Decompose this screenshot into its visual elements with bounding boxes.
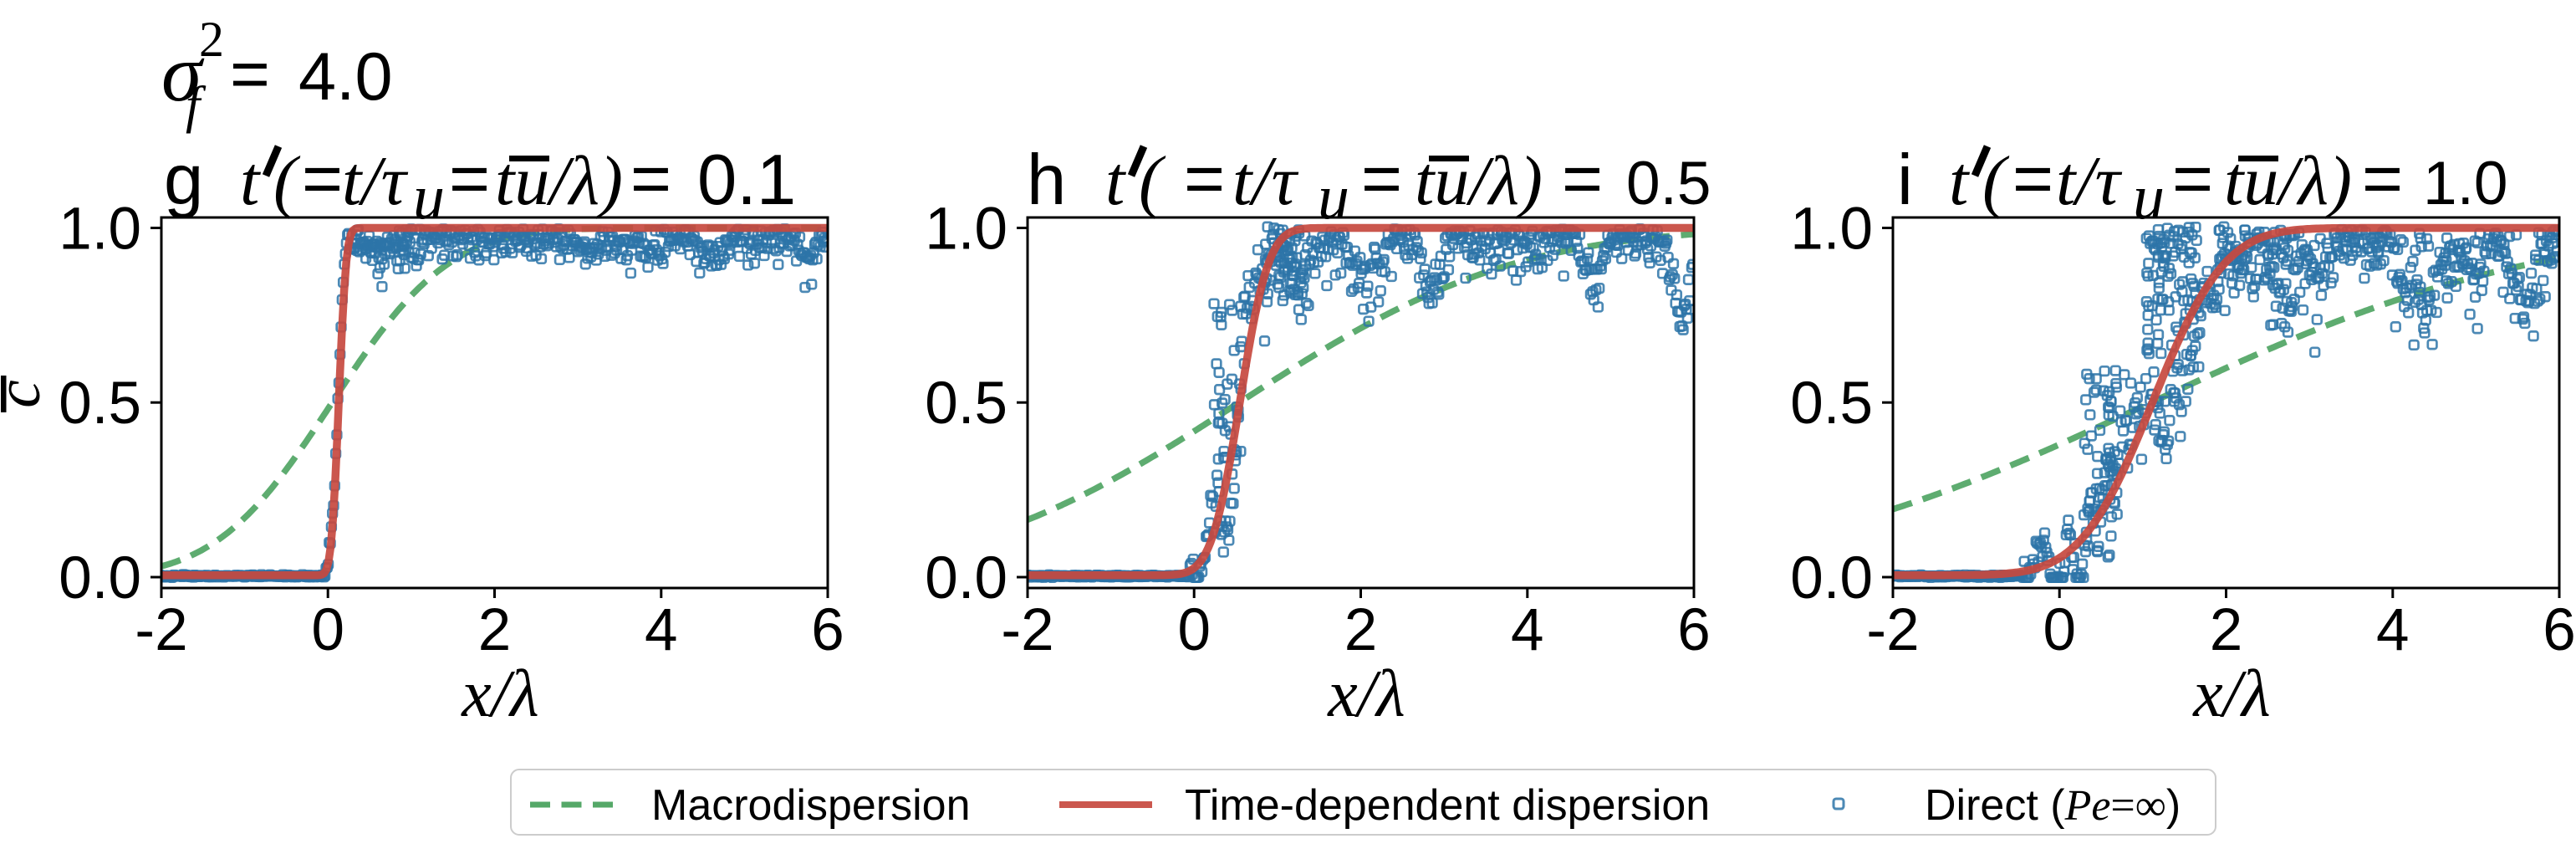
svg-text:0.5: 0.5	[1626, 150, 1711, 217]
svg-text:g: g	[164, 141, 203, 220]
svg-text:tu/λ): tu/λ)	[2224, 142, 2352, 220]
svg-text:u: u	[1318, 162, 1349, 233]
svg-text:2: 2	[2210, 597, 2243, 663]
svg-text:2: 2	[1344, 597, 1378, 663]
svg-text:Time-dependent dispersion: Time-dependent dispersion	[1185, 781, 1710, 830]
svg-text:tu/λ): tu/λ)	[495, 142, 623, 220]
svg-text:=: =	[1562, 139, 1603, 217]
svg-text:1.0: 1.0	[1790, 197, 1873, 263]
svg-text:2: 2	[478, 597, 512, 663]
svg-text:=: =	[1361, 139, 1402, 217]
svg-text:1.0: 1.0	[59, 197, 141, 263]
svg-text:=: =	[230, 36, 270, 112]
svg-text:6: 6	[1677, 597, 1711, 663]
svg-text:u: u	[413, 162, 445, 233]
svg-text:t/τ: t/τ	[1232, 142, 1299, 220]
svg-text:-2: -2	[1001, 597, 1053, 663]
svg-text:=: =	[1184, 139, 1225, 217]
svg-text:0: 0	[1177, 597, 1211, 663]
svg-text:(: (	[1982, 142, 2010, 220]
svg-text:0: 0	[2043, 597, 2076, 663]
svg-text:-2: -2	[135, 597, 187, 663]
svg-text:0.5: 0.5	[1790, 371, 1873, 437]
svg-text:0: 0	[311, 597, 344, 663]
svg-text:h: h	[1027, 141, 1066, 220]
svg-text:0.0: 0.0	[925, 545, 1007, 611]
svg-text:t: t	[1949, 142, 1971, 220]
svg-text:4: 4	[2376, 597, 2410, 663]
svg-text:(: (	[273, 142, 301, 220]
svg-text:1.0: 1.0	[925, 197, 1007, 263]
svg-text:x/λ: x/λ	[461, 657, 538, 731]
svg-text:0.1: 0.1	[697, 141, 796, 220]
svg-text:Direct (Pe=∞): Direct (Pe=∞)	[1925, 781, 2181, 830]
svg-text:4: 4	[1511, 597, 1544, 663]
svg-text:=: =	[2172, 139, 2213, 217]
svg-text:0.5: 0.5	[59, 371, 141, 437]
svg-text:i: i	[1897, 141, 1913, 220]
svg-text:=: =	[302, 139, 343, 217]
svg-text:Macrodispersion: Macrodispersion	[651, 781, 971, 830]
svg-text:x/λ: x/λ	[1327, 657, 1405, 731]
svg-text:1.0: 1.0	[2423, 150, 2507, 217]
svg-text:-2: -2	[1866, 597, 1919, 663]
svg-text:=: =	[449, 139, 490, 217]
svg-text:=: =	[2012, 139, 2053, 217]
svg-text:x/λ: x/λ	[2192, 657, 2270, 731]
svg-text:2: 2	[199, 12, 224, 67]
svg-text:6: 6	[2543, 597, 2576, 663]
svg-text:0.5: 0.5	[925, 371, 1007, 437]
svg-text:t/τ: t/τ	[2056, 142, 2123, 220]
svg-text:tu/λ): tu/λ)	[1415, 142, 1543, 220]
svg-text:t/τ: t/τ	[342, 142, 409, 220]
svg-text:u: u	[2133, 162, 2165, 233]
svg-text:=: =	[630, 139, 671, 217]
svg-text:4.0: 4.0	[298, 39, 393, 115]
svg-text:(: (	[1139, 142, 1166, 220]
svg-text:0.0: 0.0	[1790, 545, 1873, 611]
svg-text:0.0: 0.0	[59, 545, 141, 611]
svg-text:=: =	[2362, 139, 2403, 217]
svg-text:4: 4	[645, 597, 678, 663]
svg-text:σ: σ	[161, 28, 205, 119]
svg-text:t: t	[1105, 142, 1127, 220]
svg-text:t: t	[240, 142, 262, 220]
svg-text:6: 6	[811, 597, 844, 663]
svg-text:c: c	[0, 380, 54, 408]
